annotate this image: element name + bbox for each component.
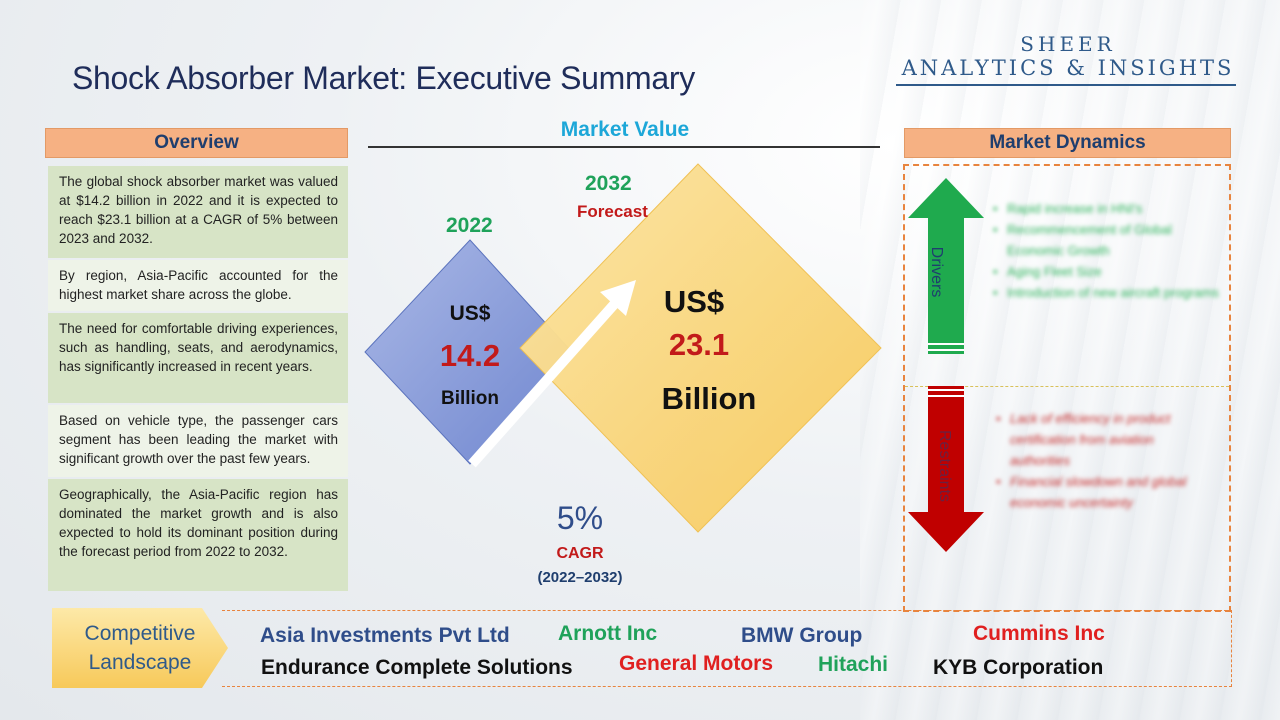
forecast-year-diamond [519, 163, 882, 533]
company-logo: SHEER ANALYTICS & INSIGHTS [896, 32, 1240, 86]
cagr-range: (2022–2032) [537, 569, 623, 586]
company-name: Hitachi [818, 653, 889, 676]
growth-arrow-head [600, 280, 636, 316]
badge-shape [52, 608, 228, 688]
driver-item: Aging Fleet Size [993, 261, 1223, 282]
restraints-down-arrow [908, 386, 984, 552]
market-dynamics-box [903, 164, 1231, 612]
drivers-label-text: Drivers [928, 246, 945, 298]
cagr-label: CAGR [556, 545, 604, 562]
market-dynamics-heading: Market Dynamics [904, 128, 1231, 158]
overview-item: By region, Asia-Pacific accounted for th… [48, 260, 348, 311]
forecast-currency: US$ [663, 284, 725, 319]
company-name: Endurance Complete Solutions [261, 656, 573, 679]
logo-line-1: SHEER [1020, 32, 1116, 56]
base-year: 2022 [446, 214, 493, 237]
company-name: Asia Investments Pvt Ltd [260, 624, 510, 647]
logo-underline [896, 84, 1236, 86]
base-value: 14.2 [439, 338, 501, 373]
market-value-diamonds [364, 163, 882, 533]
company-name: KYB Corporation [933, 656, 1104, 679]
market-dynamics-divider [905, 386, 1229, 387]
drivers-list: Rapid increase in HNI's Recommencement o… [993, 198, 1223, 303]
company-name: Arnott Inc [558, 622, 658, 645]
competitive-landscape-badge: Competitive Landscape [52, 608, 228, 688]
logo-line-2: ANALYTICS & INSIGHTS [901, 56, 1235, 80]
cagr-value: 5% [556, 500, 604, 536]
page-title: Shock Absorber Market: Executive Summary [72, 60, 695, 96]
badge-line-2: Landscape [88, 651, 192, 674]
overview-list: The global shock absorber market was val… [48, 166, 348, 593]
forecast-unit: Billion [661, 381, 757, 416]
company-name: General Motors [619, 652, 774, 675]
market-value-divider [368, 146, 880, 148]
background-decoration [860, 0, 1280, 720]
overview-heading: Overview [45, 128, 348, 158]
forecast-value: 23.1 [668, 327, 730, 362]
company-name: Cummins Inc [973, 622, 1105, 645]
driver-item: Introduction of new aircraft programs [993, 282, 1223, 303]
base-currency: US$ [449, 302, 491, 325]
driver-item: Rapid increase in HNI's [993, 198, 1223, 219]
dynamics-arrows [908, 178, 984, 552]
company-name: BMW Group [741, 624, 863, 647]
restraint-item: Lack of efficiency in product certificat… [996, 408, 1216, 471]
overview-item: The global shock absorber market was val… [48, 166, 348, 258]
forecast-year: 2032 [585, 172, 632, 195]
overview-item: Based on vehicle type, the passenger car… [48, 405, 348, 477]
market-value-heading: Market Value [560, 118, 690, 141]
base-unit: Billion [440, 388, 500, 409]
restraint-item: Financial slowdown and global economic u… [996, 471, 1216, 513]
growth-arrow-shaft [468, 296, 622, 468]
restraints-list: Lack of efficiency in product certificat… [996, 408, 1216, 513]
restraints-label-text: Restraints [936, 429, 953, 503]
badge-line-1: Competitive [84, 622, 196, 645]
driver-item: Recommencement of Global Economic Growth [993, 219, 1223, 261]
overview-item: Geographically, the Asia-Pacific region … [48, 479, 348, 591]
overview-item: The need for comfortable driving experie… [48, 313, 348, 403]
forecast-label: Forecast [577, 202, 648, 221]
competitive-landscape-box [222, 610, 1232, 687]
drivers-up-arrow [908, 178, 984, 354]
